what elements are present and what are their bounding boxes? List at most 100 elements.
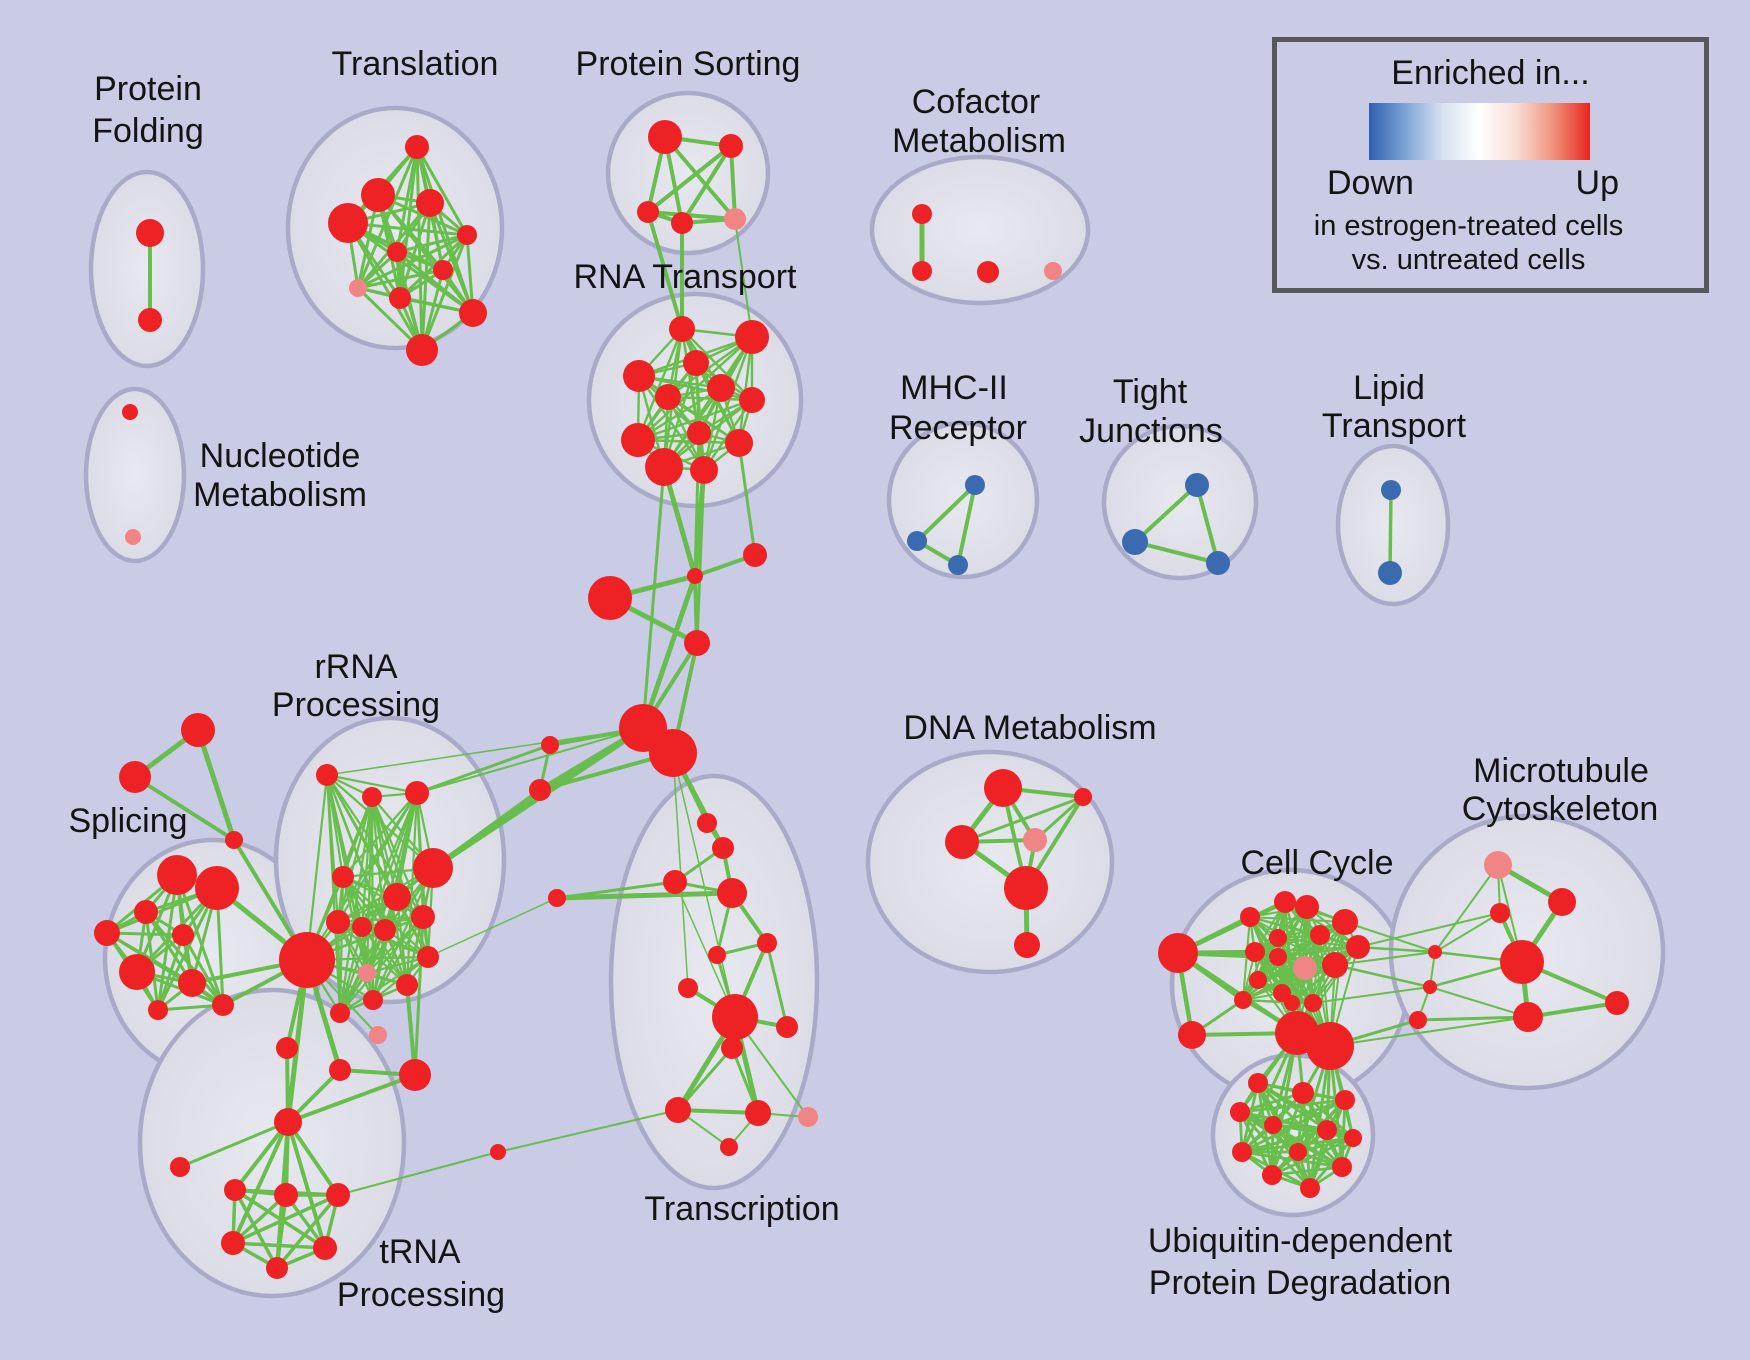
gene-set-node-tj1[interactable] [1185,473,1209,497]
gene-set-node-m4[interactable] [684,630,710,656]
gene-set-node-t9[interactable] [389,287,411,309]
gene-set-node-t8[interactable] [349,279,367,297]
gene-set-node-sp1[interactable] [157,855,197,895]
gene-set-node-h5[interactable] [313,1236,337,1260]
gene-set-node-sp3[interactable] [134,900,158,924]
gene-set-node-r2[interactable] [362,787,382,807]
gene-set-node-x15[interactable] [720,1138,738,1156]
gene-set-node-mh3[interactable] [948,555,968,575]
gene-set-node-rt1[interactable] [669,316,695,342]
gene-set-node-rt10[interactable] [725,429,753,457]
gene-set-node-cf4[interactable] [1044,262,1062,280]
gene-set-node-cc16[interactable] [1304,994,1322,1012]
gene-set-node-d2[interactable] [945,825,979,859]
gene-set-node-rt11[interactable] [645,448,683,486]
gene-set-node-cc2[interactable] [1274,891,1296,913]
gene-set-node-cc6[interactable] [1346,935,1370,959]
gene-set-node-sp5[interactable] [172,924,194,946]
gene-set-node-t7[interactable] [433,260,453,280]
gene-set-node-mtc1[interactable] [1428,945,1442,959]
gene-set-node-hub2[interactable] [1306,1022,1354,1070]
gene-set-node-cc12[interactable] [1234,991,1252,1009]
gene-set-node-st1[interactable] [181,713,215,747]
gene-set-node-x10[interactable] [776,1016,798,1038]
gene-set-node-cf2[interactable] [912,261,932,281]
gene-set-node-u8[interactable] [1232,1142,1252,1162]
gene-set-node-h6[interactable] [266,1257,288,1279]
gene-set-node-m2[interactable] [743,543,767,567]
gene-set-node-x6[interactable] [757,933,777,953]
gene-set-node-r5[interactable] [332,866,354,888]
gene-set-node-x14[interactable] [798,1107,818,1127]
gene-set-node-r14[interactable] [417,946,439,968]
gene-set-node-x3[interactable] [663,870,687,894]
gene-set-node-rt8[interactable] [621,423,655,457]
gene-set-node-cf1[interactable] [912,204,932,224]
gene-set-node-r15[interactable] [363,990,383,1010]
gene-set-node-u10[interactable] [1332,1157,1352,1177]
gene-set-node-hb[interactable] [649,729,697,777]
gene-set-node-cf3[interactable] [977,261,999,283]
gene-set-node-mh1[interactable] [965,475,985,495]
gene-set-node-tj2[interactable] [1122,529,1148,555]
gene-set-node-x11[interactable] [721,1037,743,1059]
gene-set-node-sp7[interactable] [178,969,206,997]
gene-set-node-trh[interactable] [274,1108,302,1136]
gene-set-node-mt6[interactable] [1605,991,1629,1015]
gene-set-node-t1[interactable] [405,135,429,159]
gene-set-node-f1[interactable] [541,736,559,754]
gene-set-node-x9[interactable] [712,994,758,1040]
gene-set-node-cc9[interactable] [1269,948,1287,966]
gene-set-node-rt3[interactable] [683,350,709,376]
gene-set-node-c2[interactable] [1178,1021,1206,1049]
gene-set-node-cc3[interactable] [1295,895,1319,919]
gene-set-node-mh2[interactable] [907,531,927,551]
gene-set-node-u3[interactable] [1335,1090,1355,1110]
gene-set-node-cc7[interactable] [1269,929,1287,947]
gene-set-node-t11[interactable] [406,334,438,366]
gene-set-node-d1[interactable] [984,769,1022,807]
gene-set-node-nm1[interactable] [122,404,138,420]
gene-set-node-sp6[interactable] [119,954,155,990]
gene-set-node-h3[interactable] [326,1183,350,1207]
gene-set-node-mt2[interactable] [1548,888,1576,916]
gene-set-node-u1[interactable] [1248,1073,1268,1093]
gene-set-node-x8[interactable] [678,978,698,998]
gene-set-node-g4[interactable] [369,1026,387,1044]
gene-set-node-u7[interactable] [1344,1129,1362,1147]
gene-set-node-r7[interactable] [411,905,435,929]
gene-set-node-rt6[interactable] [707,374,735,402]
gene-set-node-r11[interactable] [279,932,335,988]
gene-set-node-ps2[interactable] [719,134,743,158]
gene-set-node-trl[interactable] [170,1157,190,1177]
gene-set-node-r9[interactable] [352,917,372,937]
gene-set-node-lt2[interactable] [1378,561,1402,585]
gene-set-node-r16[interactable] [330,1003,350,1023]
gene-set-node-t3[interactable] [416,189,444,217]
gene-set-node-cc11[interactable] [1322,952,1348,978]
gene-set-node-x2[interactable] [712,837,734,859]
gene-set-node-u5[interactable] [1264,1116,1282,1134]
gene-set-node-g2[interactable] [329,1059,351,1081]
gene-set-node-tj3[interactable] [1206,551,1230,575]
gene-set-node-f2[interactable] [529,779,551,801]
gene-set-node-m1[interactable] [687,568,703,584]
gene-set-node-h2[interactable] [274,1183,298,1207]
gene-set-node-sp4[interactable] [94,920,120,946]
gene-set-node-rt2[interactable] [735,320,769,354]
gene-set-node-t10[interactable] [459,299,487,327]
gene-set-node-r8[interactable] [326,910,350,934]
gene-set-node-rt9[interactable] [687,421,711,445]
gene-set-node-ps4[interactable] [671,212,693,234]
gene-set-node-x13[interactable] [745,1100,771,1126]
gene-set-node-mtc3[interactable] [1409,1011,1427,1029]
gene-set-node-d4[interactable] [1004,866,1048,910]
gene-set-node-cc15[interactable] [1284,995,1300,1011]
gene-set-node-sp2[interactable] [195,866,239,910]
gene-set-node-ps3[interactable] [637,201,659,223]
gene-set-node-g3[interactable] [399,1059,431,1091]
gene-set-node-t5[interactable] [457,225,477,245]
gene-set-node-cc13[interactable] [1249,971,1267,989]
gene-set-node-d3[interactable] [1023,828,1047,852]
gene-set-node-mt4[interactable] [1500,940,1544,984]
